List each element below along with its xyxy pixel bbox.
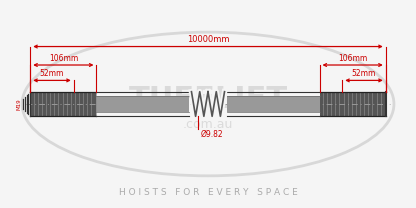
Text: 10000mm: 10000mm (187, 36, 229, 45)
Text: TUFFLIFT: TUFFLIFT (129, 85, 287, 114)
Text: Ø9.82: Ø9.82 (201, 130, 224, 139)
Bar (227, 96, 319, 112)
Text: 52mm: 52mm (352, 69, 376, 78)
Text: H O I S T S   F O R   E V E R Y   S P A C E: H O I S T S F O R E V E R Y S P A C E (119, 188, 297, 197)
Text: 106mm: 106mm (49, 54, 78, 63)
Bar (319, 92, 386, 116)
Text: 106mm: 106mm (338, 54, 367, 63)
Text: 52mm: 52mm (40, 69, 64, 78)
Text: M19: M19 (16, 98, 21, 110)
Text: .com.au: .com.au (183, 118, 233, 131)
Bar (97, 96, 189, 112)
Bar (30, 92, 97, 116)
